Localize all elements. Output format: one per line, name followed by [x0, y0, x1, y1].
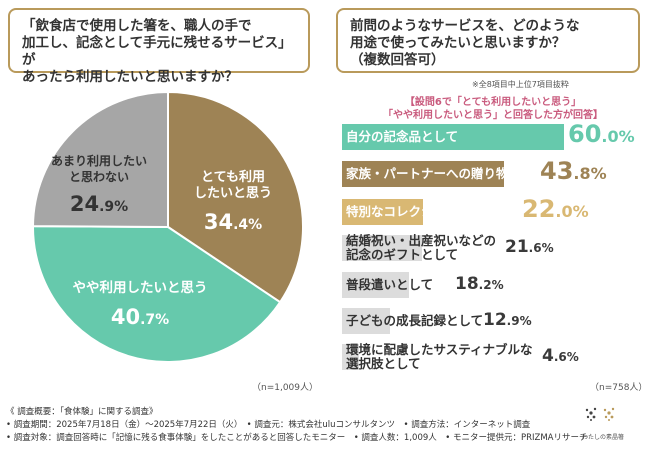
pie-value-0: 34.4% [204, 210, 262, 234]
pie-label-1: やや利用したいと思う [73, 279, 208, 296]
bar-label-1-line1: 家族・パートナーへの贈り物に [346, 166, 522, 181]
bar-value-0: 60.0% [568, 120, 635, 148]
pie-label-0-line2: したいと思う [194, 186, 272, 201]
bar-label-6: 環境に配慮したサスティナブルな 選択肢として [346, 343, 533, 371]
bar-label-4-line1: 普段遣いとして [346, 277, 434, 292]
bar-value-5: 12.9% [483, 310, 532, 330]
pie-label-2-line2: と思わない [69, 170, 129, 184]
bar-6 [342, 344, 360, 370]
pie-value-1: 40.7% [111, 305, 169, 329]
right-question-line3: （複数回答可） [350, 52, 445, 68]
left-question-line1: 「飲食店で使用した箸を、職人の手で [22, 18, 252, 34]
left-sample-size: （n=1,009人） [252, 383, 319, 393]
footer-line3: • 調査対象：調査回答時に「記憶に残る食事体験」をしたことがあると回答したモニタ… [6, 433, 588, 443]
bar-0 [342, 124, 564, 150]
right-subtitle-line1: 【設問6で「とても利用したいと思う」 [404, 97, 582, 108]
bar-value-3: 21.6% [505, 237, 554, 257]
bar-label-5-line1: 子どもの成長記録として [346, 313, 484, 328]
bar-1 [342, 161, 505, 187]
right-question-line1: 前問のようなサービスを、どのような [350, 18, 580, 34]
right-subtitle-line2: 「やや利用したいと思う」と回答した方が回答】 [383, 110, 603, 121]
footer-line2: • 調査期間：2025年7月18日（金）～2025年7月22日（火） • 調査元… [6, 420, 531, 430]
pie-slice-0 [167, 90, 304, 304]
bar-5 [342, 308, 390, 334]
bar-value-1: 43.8% [540, 157, 607, 185]
right-question-line2: 用途で使ってみたいと思いますか？ [350, 35, 566, 51]
logo-icon [585, 407, 615, 421]
bar-label-3: 結婚祝い・出産祝いなどの 記念のギフトとして [346, 234, 496, 262]
bar-label-4: 普段遣いとして [346, 278, 433, 292]
bar-label-6-line2: 選択肢として [346, 356, 421, 371]
bar-label-5: 子どもの成長記録として [346, 314, 483, 328]
bar-label-3-line1: 結婚祝い・出産祝いなどの [346, 233, 497, 248]
bar-label-2-line1: 特別なコレクションとして [346, 204, 496, 219]
left-question-line3: あったら利用したいと思いますか？ [22, 69, 238, 85]
logo-text: わたしの素晶箸 [582, 434, 625, 441]
bar-label-1: 家族・パートナーへの贈り物に [346, 167, 521, 181]
bar-3 [342, 235, 422, 261]
right-question-box: 前問のようなサービスを、どのような 用途で使ってみたいと思いますか？ （複数回答… [336, 8, 640, 73]
bar-2 [342, 199, 424, 225]
bar-value-2: 22.0% [522, 195, 589, 223]
bar-label-0-line1: 自分の記念品として [346, 129, 459, 144]
bar-4 [342, 272, 410, 298]
bar-value-4: 18.2% [455, 274, 504, 294]
pie-label-2-line1: あまり利用したい [51, 153, 147, 168]
right-note: ※全8項目中上位7項目抜粋 [472, 80, 569, 89]
left-question-line2: 加工し、記念として手元に残せるサービス」が [22, 35, 292, 68]
bar-label-0: 自分の記念品として [346, 130, 458, 144]
pie-value-2: 24.9% [70, 192, 128, 216]
bar-value-6: 4.6% [542, 346, 579, 366]
bar-label-6-line1: 環境に配慮したサスティナブルな [346, 342, 533, 357]
pie-label-0-line1: とても利用 [201, 169, 265, 185]
pie-chart: とても利用したいと思う 34.4% やや利用したいと思う 40.7% あまり利用したいと… [31, 90, 304, 363]
footer-title: 《 調査概要：「食体験」に関する調査》 [6, 407, 158, 417]
left-question-box: 「飲食店で使用した箸を、職人の手で 加工し、記念として手元に残せるサービス」が … [8, 8, 310, 85]
right-sample-size: （n=758人） [590, 383, 648, 393]
pie-slice-1 [32, 225, 282, 363]
bar-label-2: 特別なコレクションとして [346, 205, 496, 219]
bar-label-3-line2: 記念のギフトとして [346, 247, 459, 262]
pie-slice-2 [31, 90, 169, 229]
